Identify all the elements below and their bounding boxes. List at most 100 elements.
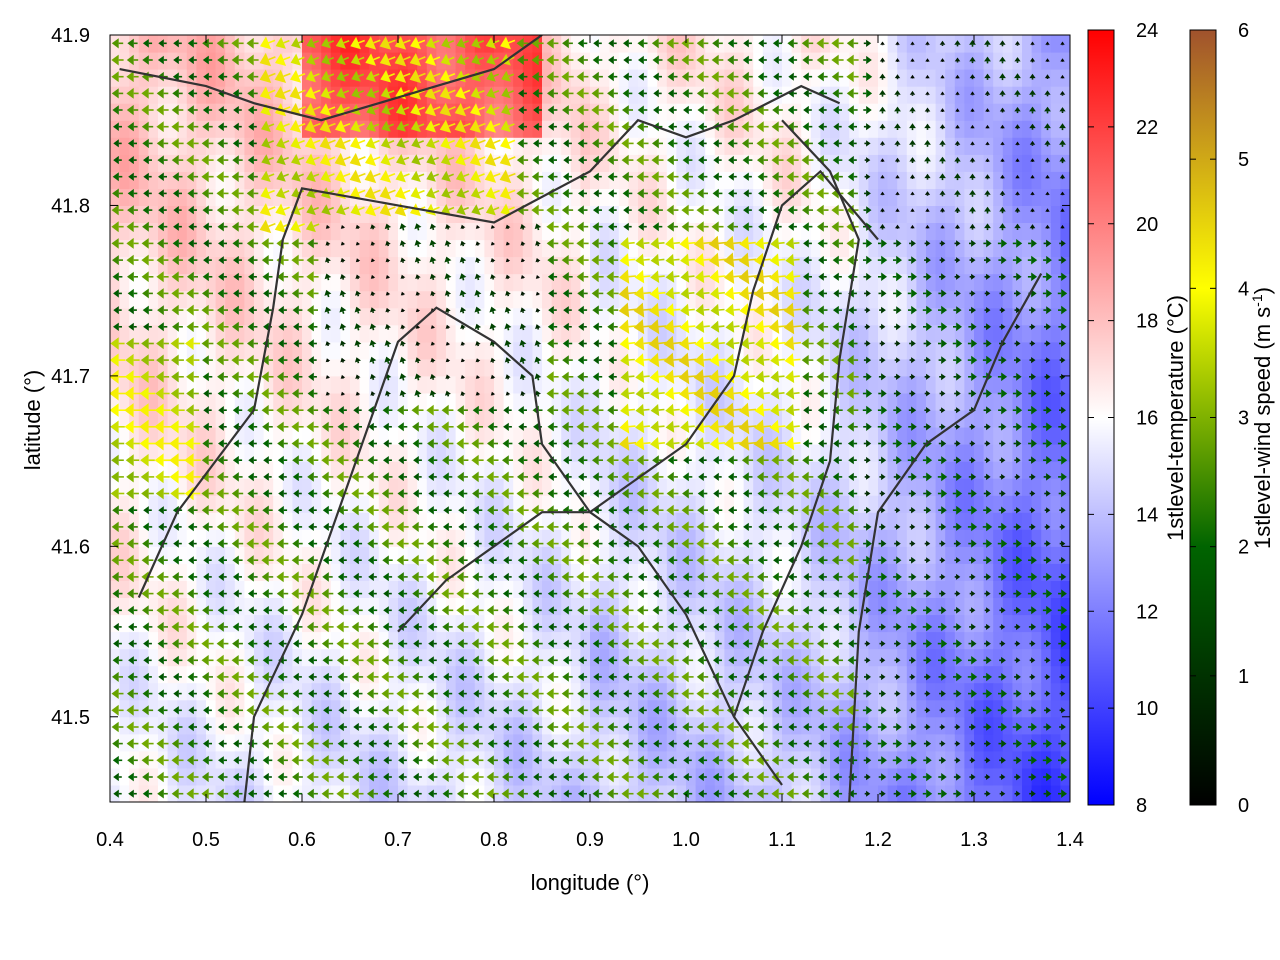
wind-arrow <box>127 605 138 615</box>
heatmap-cell <box>350 580 361 598</box>
heatmap-cell <box>542 716 553 735</box>
heatmap-cell <box>1041 324 1052 343</box>
heatmap-cell <box>398 529 409 547</box>
heatmap-cell <box>119 273 130 292</box>
wind-arrow <box>232 622 243 632</box>
heatmap-cell <box>753 69 764 87</box>
heatmap-cell <box>436 495 447 513</box>
heatmap-cell <box>254 495 265 513</box>
heatmap-cell <box>695 512 706 530</box>
heatmap-cell <box>522 137 533 155</box>
heatmap-cell <box>474 648 485 667</box>
heatmap-cell <box>1031 427 1042 445</box>
heatmap-cell <box>1060 580 1070 598</box>
wind-arrow <box>171 154 184 166</box>
heatmap-cell <box>878 597 889 616</box>
heatmap-cell <box>830 307 841 326</box>
heatmap-cell <box>359 563 370 581</box>
heatmap-cell <box>407 154 418 172</box>
heatmap-cell <box>503 444 514 462</box>
heatmap-cell <box>638 427 649 445</box>
heatmap-cell <box>590 137 601 155</box>
heatmap-cell <box>350 324 361 343</box>
heatmap-cell <box>993 427 1004 445</box>
heatmap-cell <box>820 563 831 581</box>
heatmap-cell <box>138 427 149 445</box>
heatmap-cell <box>234 410 245 428</box>
heatmap-cell <box>974 699 985 718</box>
heatmap-cell <box>993 392 1004 411</box>
heatmap-cell <box>1012 137 1023 155</box>
heatmap-cell <box>407 580 418 598</box>
heatmap-cell <box>503 222 514 241</box>
heatmap-cell <box>417 512 428 530</box>
heatmap-cell <box>935 137 946 155</box>
heatmap-cell <box>129 392 140 411</box>
heatmap-cell <box>407 785 418 802</box>
heatmap-cell <box>820 699 831 718</box>
heatmap-cell <box>551 580 562 598</box>
heatmap-cell <box>542 188 553 206</box>
heatmap-cell <box>129 580 140 598</box>
heatmap-cell <box>782 665 793 684</box>
heatmap-cell <box>330 563 341 581</box>
heatmap-cell <box>503 461 514 479</box>
heatmap-cell <box>734 699 745 718</box>
heatmap-cell <box>494 427 505 445</box>
heatmap-cell <box>993 137 1004 155</box>
heatmap-cell <box>801 341 812 360</box>
heatmap-cell <box>398 222 409 241</box>
wind-arrow <box>232 89 243 98</box>
heatmap-cell <box>974 597 985 616</box>
heatmap-cell <box>196 69 207 87</box>
heatmap-cell <box>1031 341 1042 360</box>
heatmap-cell <box>522 495 533 513</box>
heatmap-cell <box>590 188 601 206</box>
heatmap-cell <box>196 410 207 428</box>
heatmap-cell <box>782 188 793 206</box>
heatmap-cell <box>417 154 428 172</box>
heatmap-cell <box>177 154 188 172</box>
heatmap-cell <box>522 120 533 138</box>
heatmap-cell <box>772 563 783 581</box>
heatmap-cell <box>810 137 821 155</box>
heatmap-cell <box>609 120 620 138</box>
heatmap-cell <box>110 444 121 462</box>
heatmap-cell <box>820 648 831 667</box>
wind-arrow <box>218 555 227 565</box>
heatmap-cell <box>369 52 380 70</box>
heatmap-cell <box>138 290 149 309</box>
heatmap-cell <box>302 512 313 530</box>
heatmap-cell <box>330 103 341 121</box>
heatmap-cell <box>647 171 658 189</box>
heatmap-cell <box>657 427 668 445</box>
heatmap-cell <box>580 256 591 275</box>
heatmap-cell <box>177 188 188 206</box>
heatmap-cell <box>561 546 572 564</box>
heatmap-cell <box>225 665 236 684</box>
heatmap-cell <box>138 137 149 155</box>
heatmap-cell <box>801 273 812 292</box>
heatmap-cell <box>407 512 418 530</box>
heatmap-cell <box>215 137 226 155</box>
heatmap-cell <box>369 614 380 633</box>
heatmap-cell <box>647 375 658 394</box>
wind-arrow <box>173 706 182 715</box>
heatmap-cell <box>868 137 879 155</box>
heatmap-cell <box>628 205 639 223</box>
heatmap-cell <box>446 648 457 667</box>
heatmap-cell <box>743 427 754 445</box>
wind-arrow <box>141 271 154 283</box>
heatmap-cell <box>436 35 447 53</box>
heatmap-cell <box>292 239 303 258</box>
heatmap-cell <box>542 614 553 633</box>
heatmap-cell <box>676 86 687 104</box>
heatmap-cell <box>311 665 322 684</box>
heatmap-cell <box>158 410 169 428</box>
heatmap-cell <box>215 103 226 121</box>
heatmap-cell <box>983 392 994 411</box>
heatmap-cell <box>273 580 284 598</box>
wind-arrow <box>143 155 152 165</box>
heatmap-cell <box>426 222 437 241</box>
heatmap-cell <box>945 324 956 343</box>
